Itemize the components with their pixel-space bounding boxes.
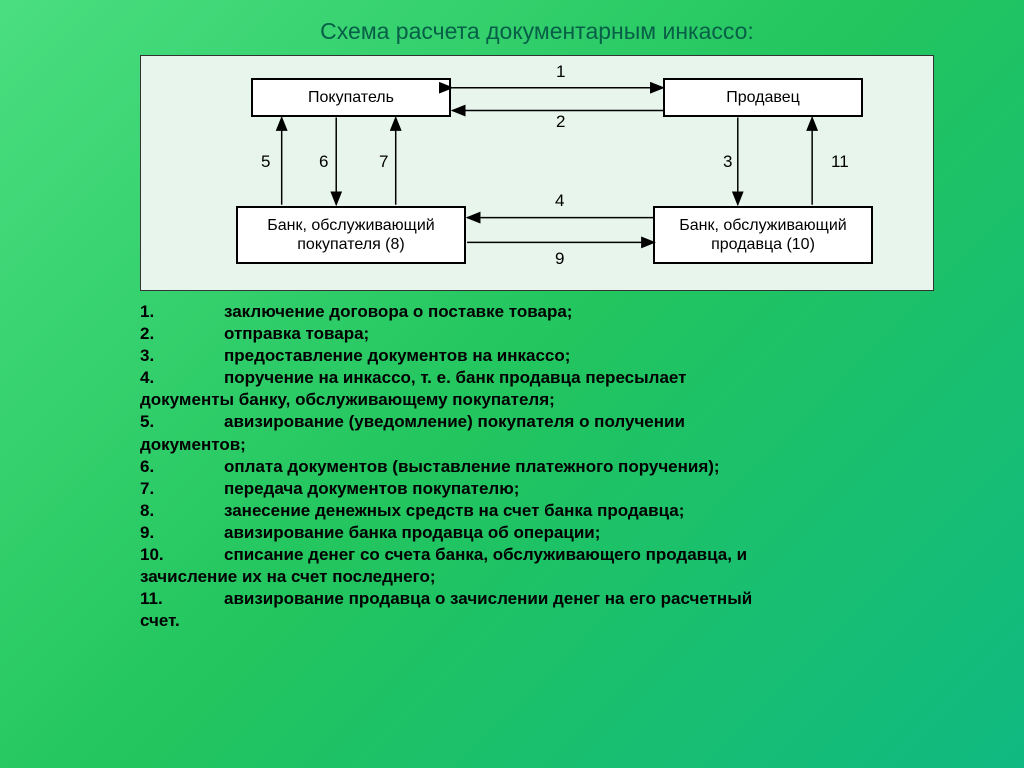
step-row: 3.предоставление документов на инкассо; (140, 345, 934, 367)
step-number: 3. (140, 345, 224, 367)
step-text: оплата документов (выставление платежног… (224, 456, 934, 478)
step-number: 8. (140, 500, 224, 522)
node-seller: Продавец (663, 78, 863, 117)
node-bank-buyer: Банк, обслуживающий покупателя (8) (236, 206, 466, 264)
step-row: 1.заключение договора о поставке товара; (140, 301, 934, 323)
step-text: поручение на инкассо, т. е. банк продавц… (224, 367, 934, 389)
step-text: предоставление документов на инкассо; (224, 345, 934, 367)
node-buyer: Покупатель (251, 78, 451, 117)
node-bank-seller: Банк, обслуживающий продавца (10) (653, 206, 873, 264)
step-row: 5.авизирование (уведомление) покупателя … (140, 411, 934, 433)
step-number: 2. (140, 323, 224, 345)
edge-label-5: 5 (261, 152, 270, 172)
step-text: авизирование (уведомление) покупателя о … (224, 411, 934, 433)
step-text: занесение денежных средств на счет банка… (224, 500, 934, 522)
step-text: заключение договора о поставке товара; (224, 301, 934, 323)
step-number: 6. (140, 456, 224, 478)
edge-label-11: 11 (831, 152, 849, 172)
step-text-continuation: зачисление их на счет последнего; (140, 566, 436, 588)
step-text-continuation: счет. (140, 610, 180, 632)
step-row: 7.передача документов покупателю; (140, 478, 934, 500)
step-text: списание денег со счета банка, обслужива… (224, 544, 934, 566)
step-row: 11.авизирование продавца о зачислении де… (140, 588, 934, 610)
edge-label-1: 1 (556, 62, 565, 82)
step-row: документов; (140, 434, 934, 456)
step-number: 4. (140, 367, 224, 389)
edge-label-7: 7 (379, 152, 388, 172)
step-text: авизирование банка продавца об операции; (224, 522, 934, 544)
step-number: 9. (140, 522, 224, 544)
steps-list: 1.заключение договора о поставке товара;… (100, 301, 974, 632)
step-number: 1. (140, 301, 224, 323)
edge-label-9: 9 (555, 249, 564, 269)
step-row: документы банку, обслуживающему покупате… (140, 389, 934, 411)
step-row: 9.авизирование банка продавца об операци… (140, 522, 934, 544)
edge-label-3: 3 (723, 152, 732, 172)
step-row: 8.занесение денежных средств на счет бан… (140, 500, 934, 522)
step-text-continuation: документы банку, обслуживающему покупате… (140, 389, 555, 411)
step-text: отправка товара; (224, 323, 934, 345)
edge-label-2: 2 (556, 112, 565, 132)
step-row: зачисление их на счет последнего; (140, 566, 934, 588)
diagram: Покупатель Продавец Банк, обслуживающий … (140, 55, 934, 291)
edge-label-6: 6 (319, 152, 328, 172)
step-number: 11. (140, 588, 224, 610)
step-row: 4.поручение на инкассо, т. е. банк прода… (140, 367, 934, 389)
step-text: авизирование продавца о зачислении денег… (224, 588, 934, 610)
step-row: 6.оплата документов (выставление платежн… (140, 456, 934, 478)
step-text: передача документов покупателю; (224, 478, 934, 500)
step-row: счет. (140, 610, 934, 632)
step-row: 10.списание денег со счета банка, обслуж… (140, 544, 934, 566)
step-number: 10. (140, 544, 224, 566)
step-number: 7. (140, 478, 224, 500)
step-number: 5. (140, 411, 224, 433)
step-text-continuation: документов; (140, 434, 246, 456)
page-title: Схема расчета документарным инкассо: (100, 18, 974, 45)
edge-label-4: 4 (555, 191, 564, 211)
step-row: 2.отправка товара; (140, 323, 934, 345)
